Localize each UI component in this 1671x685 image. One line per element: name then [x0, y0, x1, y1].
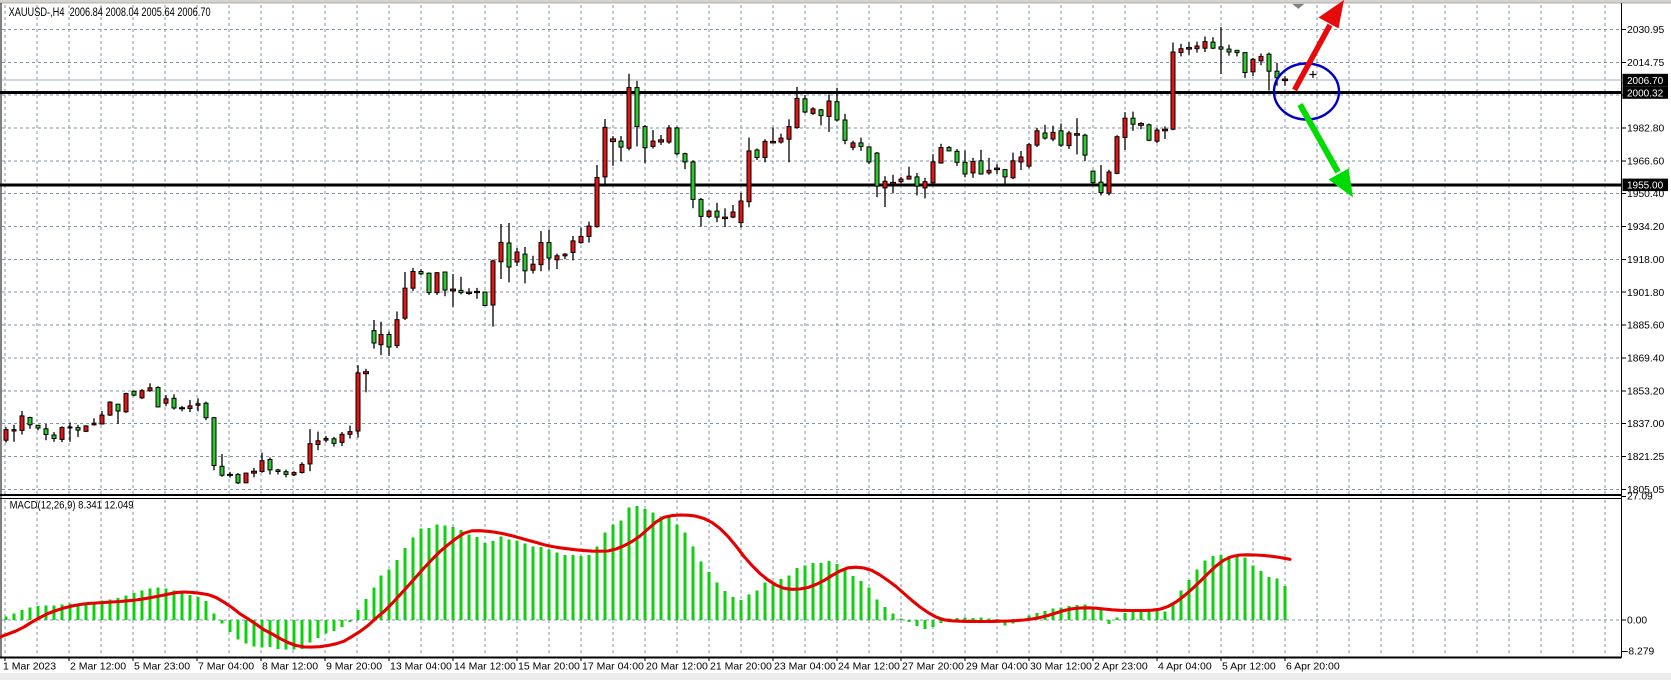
svg-text:2000.32: 2000.32: [1627, 88, 1664, 99]
svg-text:9 Mar 20:00: 9 Mar 20:00: [326, 661, 382, 673]
svg-text:5 Apr 12:00: 5 Apr 12:00: [1222, 661, 1276, 673]
svg-text:2 Apr 23:00: 2 Apr 23:00: [1094, 661, 1148, 673]
svg-text:1901.80: 1901.80: [1627, 288, 1664, 299]
svg-text:1 Mar 2023: 1 Mar 2023: [3, 661, 56, 673]
svg-text:17 Mar 04:00: 17 Mar 04:00: [582, 661, 644, 673]
svg-text:2 Mar 12:00: 2 Mar 12:00: [70, 661, 126, 673]
svg-text:MACD(12,26,9) 8.341 12.049: MACD(12,26,9) 8.341 12.049: [10, 500, 134, 512]
svg-text:2030.95: 2030.95: [1627, 25, 1664, 36]
svg-text:1918.00: 1918.00: [1627, 255, 1664, 266]
svg-text:20 Mar 12:00: 20 Mar 12:00: [646, 661, 708, 673]
svg-text:2014.75: 2014.75: [1627, 58, 1664, 69]
svg-text:XAUUSD-,H4 2006.84 2008.04 20: XAUUSD-,H4 2006.84 2008.04 2005.64 2006.…: [9, 7, 211, 19]
svg-text:-8.279: -8.279: [1625, 647, 1654, 658]
svg-text:5 Mar 23:00: 5 Mar 23:00: [134, 661, 190, 673]
svg-text:6 Apr 20:00: 6 Apr 20:00: [1286, 661, 1340, 673]
svg-text:15 Mar 20:00: 15 Mar 20:00: [518, 661, 580, 673]
svg-text:1955.00: 1955.00: [1627, 181, 1664, 192]
svg-text:7 Mar 04:00: 7 Mar 04:00: [198, 661, 254, 673]
svg-text:23 Mar 04:00: 23 Mar 04:00: [774, 661, 836, 673]
svg-text:0.00: 0.00: [1627, 616, 1647, 627]
svg-text:21 Mar 20:00: 21 Mar 20:00: [710, 661, 772, 673]
svg-text:2006.70: 2006.70: [1627, 76, 1664, 87]
svg-text:30 Mar 12:00: 30 Mar 12:00: [1030, 661, 1092, 673]
svg-text:1934.20: 1934.20: [1627, 222, 1664, 233]
svg-text:1966.60: 1966.60: [1627, 156, 1664, 167]
svg-text:14 Mar 12:00: 14 Mar 12:00: [454, 661, 516, 673]
svg-text:1869.40: 1869.40: [1627, 354, 1664, 365]
svg-text:1805.05: 1805.05: [1627, 485, 1664, 496]
svg-text:27.09: 27.09: [1627, 492, 1653, 503]
svg-text:8 Mar 12:00: 8 Mar 12:00: [262, 661, 318, 673]
svg-text:27 Mar 20:00: 27 Mar 20:00: [902, 661, 964, 673]
svg-text:29 Mar 04:00: 29 Mar 04:00: [966, 661, 1028, 673]
svg-text:1853.20: 1853.20: [1627, 386, 1664, 397]
svg-text:1950.40: 1950.40: [1627, 189, 1664, 200]
svg-text:1821.25: 1821.25: [1627, 452, 1664, 463]
svg-text:1837.00: 1837.00: [1627, 419, 1664, 430]
svg-text:24 Mar 12:00: 24 Mar 12:00: [838, 661, 900, 673]
svg-text:1885.60: 1885.60: [1627, 321, 1664, 332]
svg-text:4 Apr 04:00: 4 Apr 04:00: [1158, 661, 1212, 673]
svg-text:13 Mar 04:00: 13 Mar 04:00: [390, 661, 452, 673]
svg-text:1982.80: 1982.80: [1627, 124, 1664, 135]
